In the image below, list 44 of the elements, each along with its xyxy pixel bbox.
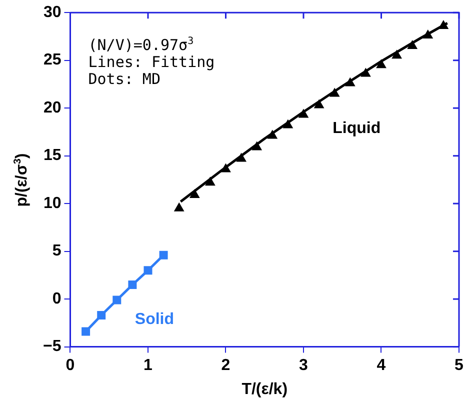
point xyxy=(314,99,324,108)
point xyxy=(438,20,449,29)
point xyxy=(205,176,216,186)
y-tick-label: 10 xyxy=(43,194,62,212)
point xyxy=(252,141,262,150)
point xyxy=(360,68,371,77)
x-axis-title: T/(ε/k) xyxy=(242,380,288,399)
x-tick-label: 3 xyxy=(299,356,308,374)
point xyxy=(298,108,309,118)
annotation: Dots: MD xyxy=(88,70,160,88)
point xyxy=(189,188,200,198)
point xyxy=(144,266,152,275)
y-tick-label: 20 xyxy=(43,99,62,116)
point xyxy=(174,202,184,212)
point xyxy=(392,50,402,59)
y-tick-label: 15 xyxy=(43,147,62,164)
y-tick-label: 25 xyxy=(43,52,62,69)
point xyxy=(82,327,90,336)
point xyxy=(329,88,340,97)
point xyxy=(282,119,294,128)
x-tick-label: 5 xyxy=(454,356,464,374)
annotation: (N/V)=0.97σ$^{3}$ xyxy=(88,34,195,54)
point xyxy=(267,130,278,139)
point xyxy=(220,163,231,172)
y-tick-label: 30 xyxy=(43,4,62,22)
point xyxy=(422,30,434,39)
x-tick-label: 2 xyxy=(221,356,230,374)
annotation: Lines: Fitting xyxy=(88,52,215,71)
point xyxy=(236,152,246,162)
point xyxy=(407,40,418,50)
y-tick-label: −5 xyxy=(42,338,62,356)
point xyxy=(344,77,356,86)
x-tick-label: 1 xyxy=(144,356,153,374)
series-label: Liquid xyxy=(332,120,381,138)
y-tick-label: 5 xyxy=(52,242,62,260)
point xyxy=(112,296,122,304)
point xyxy=(159,250,168,260)
x-tick-label: 4 xyxy=(376,356,386,374)
y-tick-label: 0 xyxy=(52,290,62,308)
point xyxy=(376,59,386,68)
x-tick-label: 0 xyxy=(66,356,75,374)
point xyxy=(97,311,106,320)
series-label: Solid xyxy=(134,311,174,328)
point xyxy=(128,280,137,289)
